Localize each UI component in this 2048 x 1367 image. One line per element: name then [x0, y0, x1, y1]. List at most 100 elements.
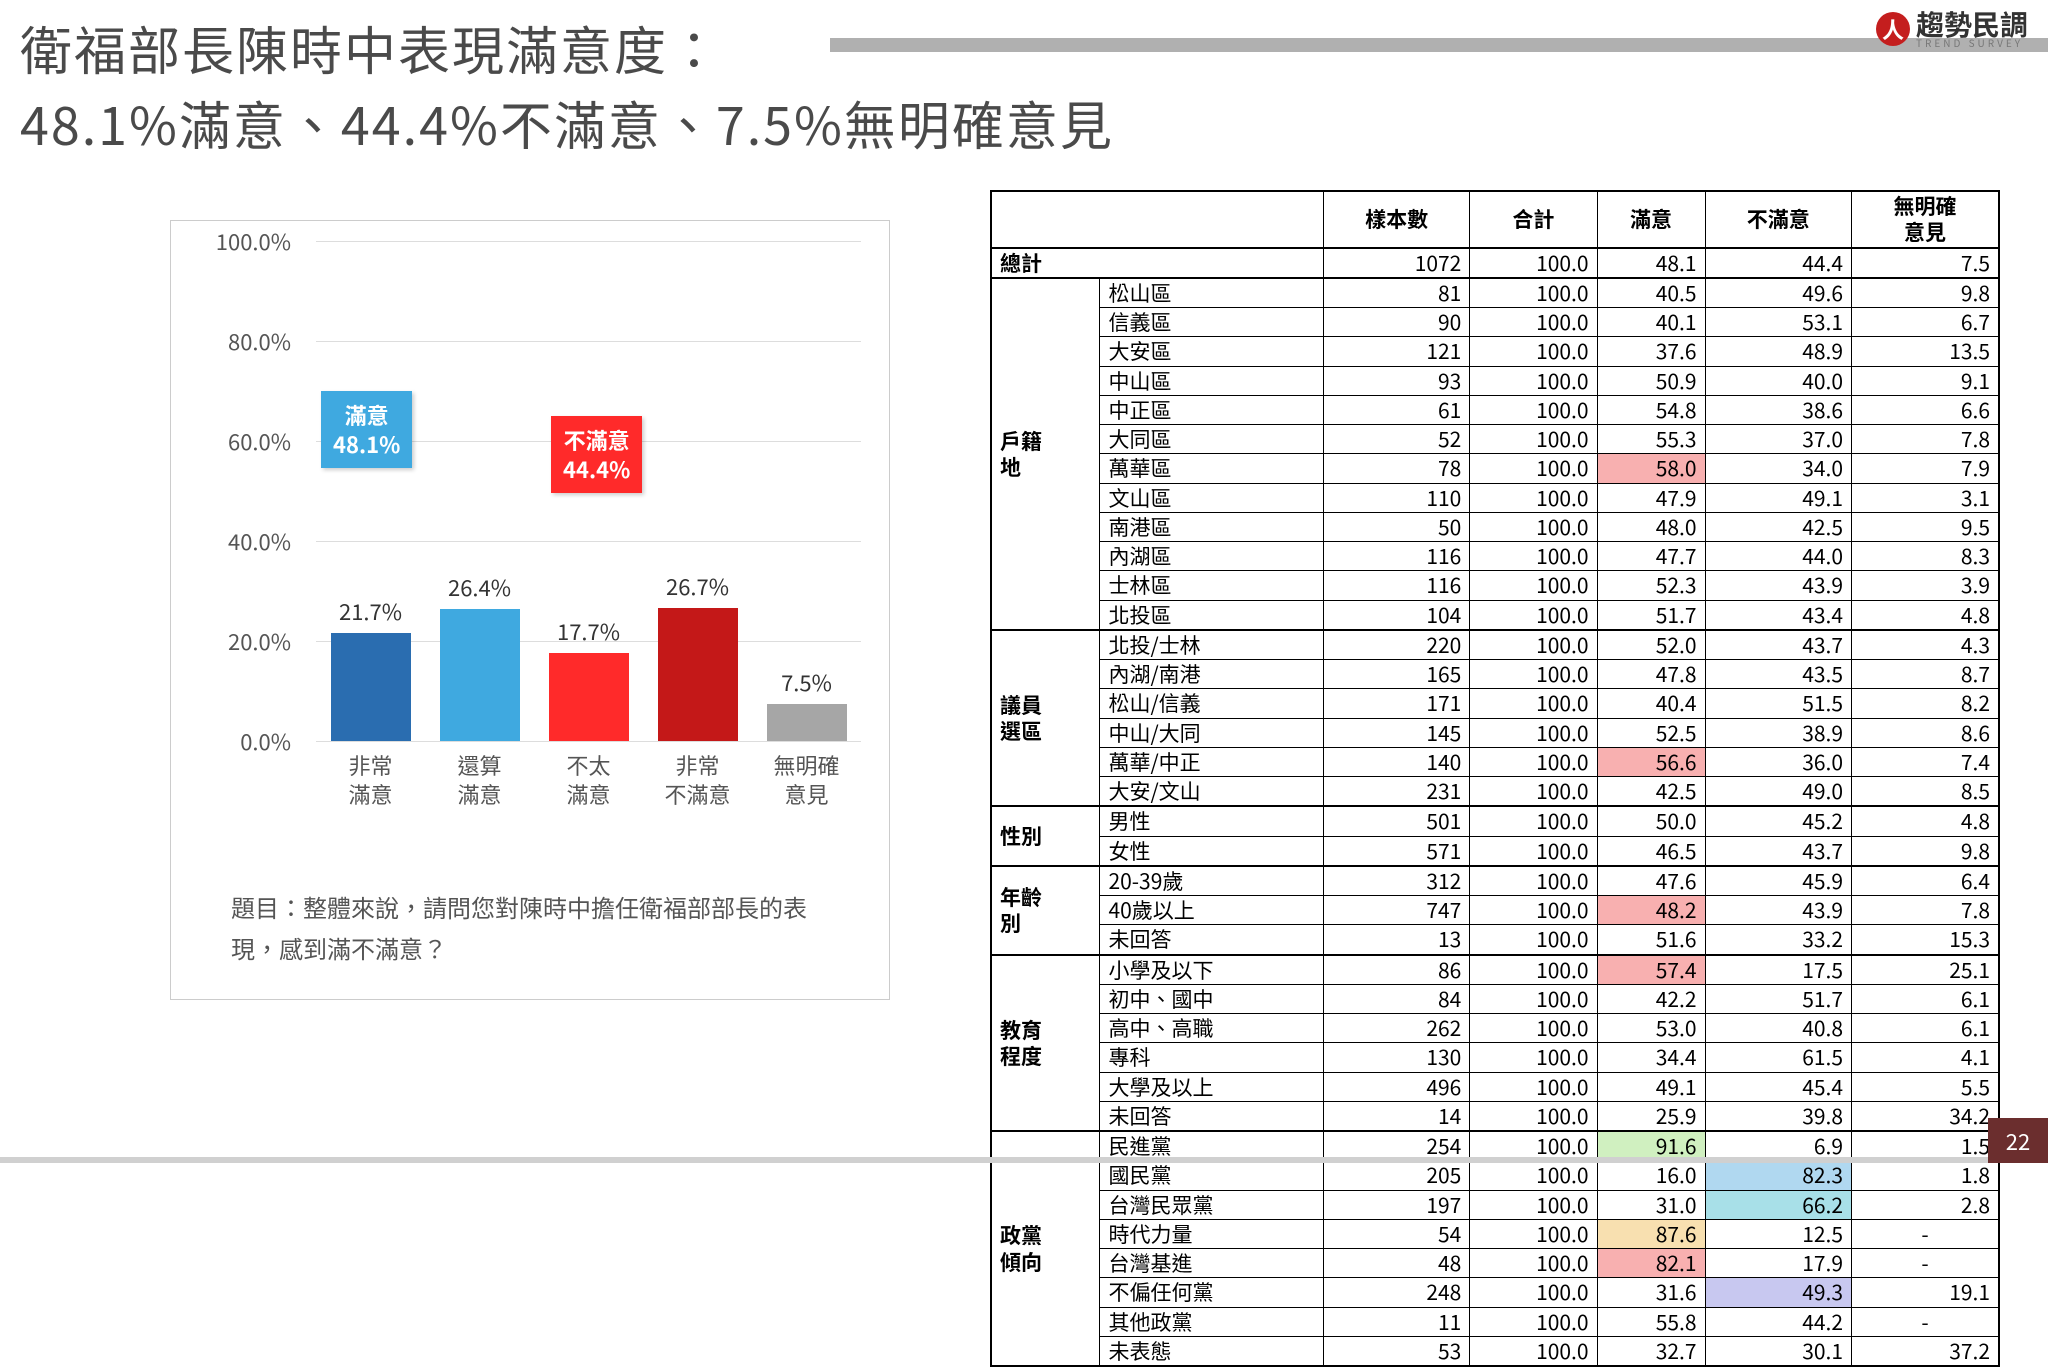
bar-value-label: 7.5%: [781, 666, 832, 698]
data-cell: 100.0: [1470, 1072, 1597, 1101]
row-label: 20-39歲: [1100, 866, 1323, 896]
row-label: 南港區: [1100, 512, 1323, 541]
data-cell: 48: [1323, 1249, 1469, 1278]
title-line1: 衛福部長陳時中表現滿意度：: [20, 10, 1440, 85]
row-label: 大安區: [1100, 337, 1323, 366]
data-cell: 8.6: [1852, 718, 1999, 747]
row-label: 士林區: [1100, 571, 1323, 600]
row-label: 文山區: [1100, 483, 1323, 512]
x-tick-label: 不太滿意: [539, 751, 639, 808]
survey-question: 題目：整體來說，請問您對陳時中擔任衛福部部長的表現，感到滿不滿意？: [231, 887, 831, 969]
data-cell: 4.8: [1852, 600, 1999, 630]
data-cell: 248: [1323, 1278, 1469, 1307]
data-cell: 100.0: [1470, 1219, 1597, 1248]
data-cell: 40.4: [1597, 689, 1705, 718]
data-cell: 7.8: [1852, 896, 1999, 925]
data-cell: 50.0: [1597, 806, 1705, 836]
group-header: 議員選區: [991, 630, 1100, 807]
data-cell: 45.2: [1705, 806, 1851, 836]
row-label: 時代力量: [1100, 1219, 1323, 1248]
data-cell: 6.6: [1852, 395, 1999, 424]
data-cell: 25.1: [1852, 955, 1999, 985]
group-header: 戶籍地: [991, 278, 1100, 630]
data-cell: 31.6: [1597, 1278, 1705, 1307]
row-label: 北投區: [1100, 600, 1323, 630]
data-cell: 49.3: [1705, 1278, 1851, 1307]
data-cell: 17.5: [1705, 955, 1851, 985]
data-cell: 43.7: [1705, 836, 1851, 866]
data-cell: 93: [1323, 366, 1469, 395]
row-label: 其他政黨: [1100, 1307, 1323, 1336]
data-cell: 100.0: [1470, 896, 1597, 925]
data-cell: 52.0: [1597, 630, 1705, 660]
data-cell: 48.0: [1597, 512, 1705, 541]
data-cell: 6.1: [1852, 984, 1999, 1013]
table-header: 無明確意見: [1852, 191, 1999, 248]
data-cell: 50: [1323, 512, 1469, 541]
data-cell: 49.1: [1597, 1072, 1705, 1101]
data-cell: 47.8: [1597, 660, 1705, 689]
data-cell: 100.0: [1470, 1190, 1597, 1219]
footer-line: [0, 1157, 2048, 1163]
table-header: 樣本數: [1323, 191, 1469, 248]
row-label: 不偏任何黨: [1100, 1278, 1323, 1307]
data-cell: 100.0: [1470, 395, 1597, 424]
data-cell: 84: [1323, 984, 1469, 1013]
data-cell: 81: [1323, 278, 1469, 308]
data-cell: 40.0: [1705, 366, 1851, 395]
data-cell: 53.0: [1597, 1014, 1705, 1043]
data-cell: 9.8: [1852, 836, 1999, 866]
data-cell: 14: [1323, 1101, 1469, 1131]
data-cell: 49.0: [1705, 777, 1851, 807]
data-cell: 47.9: [1597, 483, 1705, 512]
data-cell: 121: [1323, 337, 1469, 366]
row-label: 國民黨: [1100, 1161, 1323, 1190]
data-cell: 52.3: [1597, 571, 1705, 600]
chart-callout: 不滿意44.4%: [551, 416, 642, 493]
total-cell: 100.0: [1470, 248, 1597, 278]
data-cell: 100.0: [1470, 1249, 1597, 1278]
data-cell: 47.7: [1597, 542, 1705, 571]
data-cell: 571: [1323, 836, 1469, 866]
data-cell: 100.0: [1470, 718, 1597, 747]
total-cell: 7.5: [1852, 248, 1999, 278]
data-cell: 43.7: [1705, 630, 1851, 660]
total-cell: 44.4: [1705, 248, 1851, 278]
data-cell: 43.9: [1705, 571, 1851, 600]
data-cell: 130: [1323, 1043, 1469, 1072]
row-label: 信義區: [1100, 308, 1323, 337]
data-cell: 48.2: [1597, 896, 1705, 925]
data-cell: 55.3: [1597, 425, 1705, 454]
row-label: 大學及以上: [1100, 1072, 1323, 1101]
data-cell: 48.9: [1705, 337, 1851, 366]
data-cell: 3.9: [1852, 571, 1999, 600]
data-cell: 6.1: [1852, 1014, 1999, 1043]
data-cell: -: [1852, 1219, 1999, 1248]
data-cell: 231: [1323, 777, 1469, 807]
row-label: 萬華區: [1100, 454, 1323, 483]
logo-subtext: TREND SURVEY: [1916, 38, 2028, 48]
group-header: 教育程度: [991, 955, 1100, 1132]
row-label: 中山/大同: [1100, 718, 1323, 747]
data-cell: 100.0: [1470, 454, 1597, 483]
data-cell: 40.8: [1705, 1014, 1851, 1043]
row-label: 未回答: [1100, 925, 1323, 955]
data-cell: 42.2: [1597, 984, 1705, 1013]
row-label: 萬華/中正: [1100, 747, 1323, 776]
data-cell: 52.5: [1597, 718, 1705, 747]
row-label: 中正區: [1100, 395, 1323, 424]
data-cell: 43.9: [1705, 896, 1851, 925]
table-header: 滿意: [1597, 191, 1705, 248]
data-cell: 9.8: [1852, 278, 1999, 308]
row-label: 40歲以上: [1100, 896, 1323, 925]
data-cell: 220: [1323, 630, 1469, 660]
bar: [440, 609, 520, 741]
data-cell: 100.0: [1470, 308, 1597, 337]
data-cell: 50.9: [1597, 366, 1705, 395]
data-cell: 45.9: [1705, 866, 1851, 896]
group-header: 政黨傾向: [991, 1131, 1100, 1366]
data-cell: 100.0: [1470, 955, 1597, 985]
data-cell: 100.0: [1470, 366, 1597, 395]
data-cell: 38.6: [1705, 395, 1851, 424]
data-cell: 16.0: [1597, 1161, 1705, 1190]
